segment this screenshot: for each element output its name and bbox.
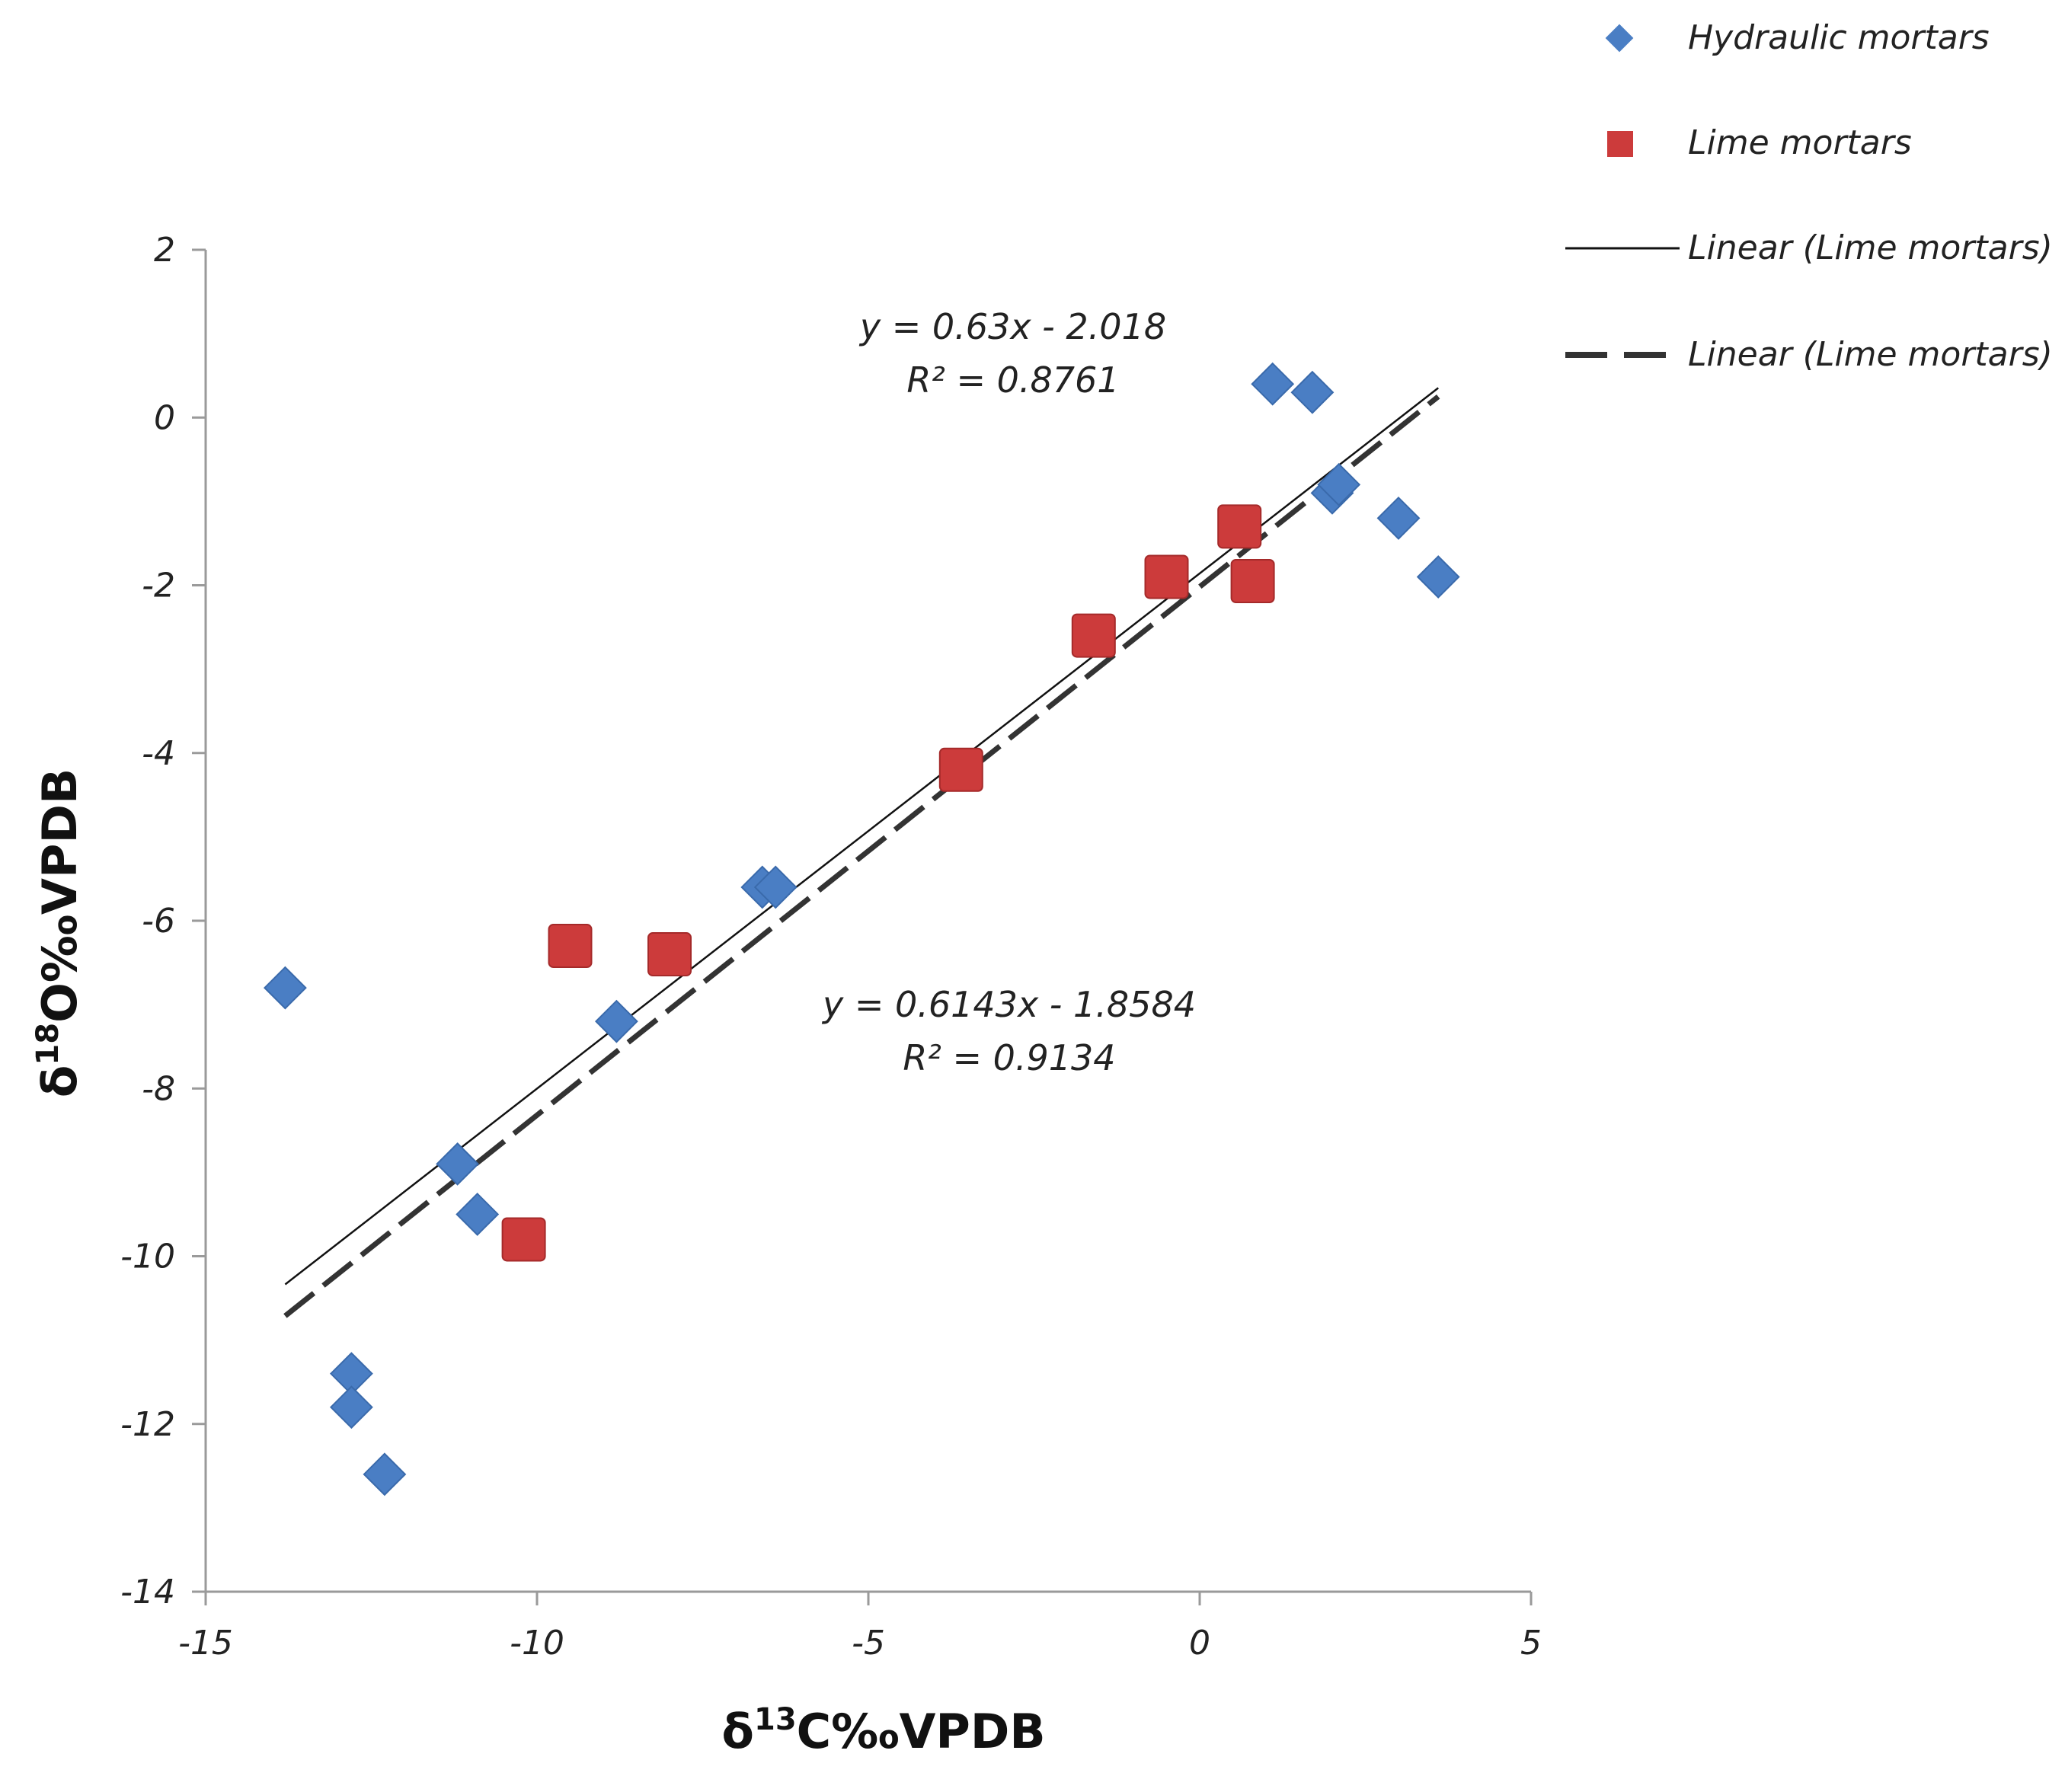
data-point-hydraulic (456, 1193, 500, 1236)
y-tick-label: -4 (142, 734, 175, 773)
legend-marker-hydraulic (1605, 24, 1634, 53)
data-point-hydraulic (1290, 370, 1335, 414)
trendline-equation-dashed: y = 0.63x - 2.018 (858, 306, 1166, 347)
x-tick-label: 5 (1520, 1624, 1542, 1663)
legend-label-lime: Lime mortars (1688, 123, 1912, 162)
legend-marker-lime (1607, 131, 1633, 157)
y-tick-label: 2 (154, 231, 175, 270)
data-point-hydraulic (594, 999, 638, 1043)
legend-label-linear-dashed: Linear (Lime mortars) (1688, 335, 2053, 374)
data-point-lime (938, 747, 983, 792)
y-tick-label: -10 (120, 1238, 175, 1276)
data-point-lime (548, 924, 593, 969)
x-axis-title: δ13C‰VPDB (721, 1702, 1045, 1759)
legend-label-hydraulic: Hydraulic mortars (1688, 18, 1990, 57)
data-point-lime (647, 932, 692, 977)
data-point-hydraulic (1376, 496, 1421, 540)
legend: Hydraulic mortars Lime mortars Linear (L… (1565, 18, 2053, 374)
trendline-r2-dashed: R² = 0.8761 (906, 359, 1119, 401)
data-point-lime (1217, 504, 1262, 549)
data-point-hydraulic (436, 1142, 480, 1186)
data-point-hydraulic (1317, 462, 1361, 506)
data-point-hydraulic (329, 1385, 373, 1429)
y-tick-label: -6 (142, 902, 175, 941)
data-point-hydraulic (263, 966, 307, 1010)
plot-area: 2 0 -2 -4 -6 -8 -10 -12 -14-15 -10 -5 0 5 (120, 231, 1542, 1663)
legend-label-linear-solid: Linear (Lime mortars) (1688, 228, 2053, 267)
data-point-hydraulic (363, 1452, 407, 1497)
x-tick-label: -5 (852, 1624, 885, 1663)
data-point-hydraulic (753, 865, 798, 909)
data-point-lime (1230, 558, 1275, 603)
y-tick-label: 0 (154, 398, 175, 437)
x-tick-label: -10 (510, 1624, 564, 1663)
y-tick-label: -12 (120, 1405, 175, 1444)
x-tick-label: -15 (178, 1624, 233, 1663)
y-tick-label: -2 (142, 567, 175, 605)
trendline-r2-solid: R² = 0.9134 (903, 1037, 1115, 1078)
data-point-lime (501, 1217, 546, 1262)
data-point-lime (1071, 613, 1116, 658)
y-axis-title: δ18O‰VPDB (30, 768, 88, 1097)
y-tick-label: -14 (120, 1573, 175, 1612)
trendline-equation-solid: y = 0.6143x - 1.8584 (821, 984, 1196, 1025)
data-point-lime (1144, 554, 1189, 599)
data-point-hydraulic (1416, 555, 1460, 599)
y-tick-label: -8 (142, 1069, 175, 1108)
x-tick-label: 0 (1189, 1624, 1210, 1663)
data-point-hydraulic (1251, 362, 1295, 406)
